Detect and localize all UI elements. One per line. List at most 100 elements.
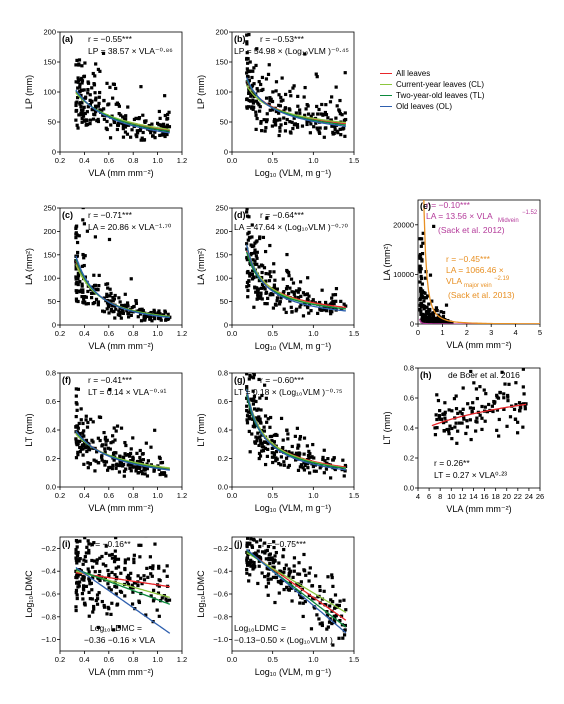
- data-point: [102, 310, 107, 314]
- data-point: [76, 80, 80, 84]
- data-point: [246, 541, 250, 545]
- data-point: [248, 274, 252, 278]
- data-point: [342, 126, 346, 130]
- data-point: [288, 108, 292, 112]
- data-point: [286, 432, 290, 436]
- data-point: [433, 308, 437, 312]
- data-point: [122, 462, 126, 467]
- data-point: [265, 302, 269, 306]
- data-point: [245, 404, 249, 408]
- data-point: [74, 367, 77, 370]
- data-point: [257, 296, 262, 300]
- data-point: [125, 132, 130, 136]
- data-point: [164, 317, 168, 322]
- data-point: [272, 440, 277, 444]
- data-point: [274, 550, 278, 555]
- data-point: [76, 282, 80, 287]
- data-point: [113, 549, 117, 553]
- x-tick-label: 1.2: [177, 491, 187, 500]
- data-point: [495, 395, 499, 399]
- data-point: [114, 592, 118, 596]
- data-point: [522, 402, 526, 406]
- data-point: [307, 303, 312, 307]
- data-point: [287, 274, 291, 278]
- x-tick-label: 0.6: [104, 156, 114, 165]
- data-point: [139, 576, 143, 580]
- data-point: [119, 311, 123, 315]
- data-point: [83, 111, 87, 116]
- data-point: [136, 471, 140, 475]
- data-point: [251, 537, 256, 542]
- y-axis-label: LP (mm): [24, 75, 34, 109]
- data-point: [167, 110, 171, 114]
- data-point: [318, 585, 322, 589]
- data-point: [259, 286, 264, 290]
- data-point: [76, 250, 80, 255]
- data-point: [88, 204, 91, 207]
- data-point: [93, 469, 97, 473]
- data-point: [450, 409, 454, 413]
- x-tick-label: 1.0: [152, 156, 162, 165]
- y-axis-label: LA (mm²): [196, 248, 206, 285]
- data-point: [132, 557, 136, 561]
- data-point: [420, 315, 425, 319]
- data-point: [135, 134, 139, 139]
- data-point: [288, 286, 292, 290]
- data-point: [454, 421, 458, 425]
- data-point: [94, 533, 97, 536]
- r-value: r = −0.60***: [260, 375, 305, 385]
- data-point: [248, 410, 252, 414]
- data-point: [92, 108, 96, 112]
- data-point: [96, 104, 101, 108]
- data-point: [294, 453, 298, 457]
- data-point: [157, 123, 161, 127]
- data-point: [303, 52, 307, 56]
- data-point: [332, 456, 336, 460]
- y-tick-label: −1.0: [213, 635, 228, 644]
- data-point: [90, 558, 94, 563]
- data-point: [94, 96, 98, 100]
- data-point: [265, 420, 269, 424]
- data-point: [252, 566, 256, 570]
- data-point: [502, 392, 506, 396]
- data-point: [503, 382, 507, 386]
- data-point: [299, 463, 304, 467]
- data-point: [113, 316, 117, 320]
- data-point: [295, 123, 300, 127]
- data-point: [498, 391, 502, 395]
- x-tick-label: 1.0: [152, 329, 162, 338]
- x-tick-label: 4: [514, 328, 518, 337]
- x-tick-label: 0.2: [55, 491, 65, 500]
- data-point: [94, 62, 98, 66]
- data-point: [94, 98, 98, 102]
- data-point: [273, 600, 277, 605]
- x-tick-label: 0.6: [104, 329, 114, 338]
- data-point: [483, 405, 487, 409]
- x-tick-label: 0.2: [55, 655, 65, 664]
- data-point: [296, 104, 300, 108]
- legend-swatch: [380, 73, 392, 74]
- data-point: [338, 112, 342, 116]
- data-point: [82, 575, 86, 579]
- data-point: [252, 105, 256, 109]
- data-point: [126, 573, 131, 578]
- data-point: [245, 544, 249, 549]
- data-point: [340, 656, 343, 659]
- data-point: [435, 426, 439, 430]
- data-point: [265, 216, 269, 220]
- data-point: [294, 309, 298, 313]
- data-point: [265, 118, 269, 122]
- data-point: [275, 287, 279, 291]
- data-point: [257, 451, 262, 456]
- data-point: [425, 305, 429, 309]
- data-point: [83, 254, 87, 258]
- data-point: [126, 577, 131, 581]
- data-point: [418, 270, 422, 274]
- x-tick-label: 0.8: [128, 491, 138, 500]
- data-point: [514, 381, 518, 385]
- data-point: [158, 312, 162, 316]
- data-point: [277, 111, 281, 115]
- data-point: [258, 364, 261, 367]
- data-point: [246, 537, 250, 540]
- data-point: [107, 586, 111, 590]
